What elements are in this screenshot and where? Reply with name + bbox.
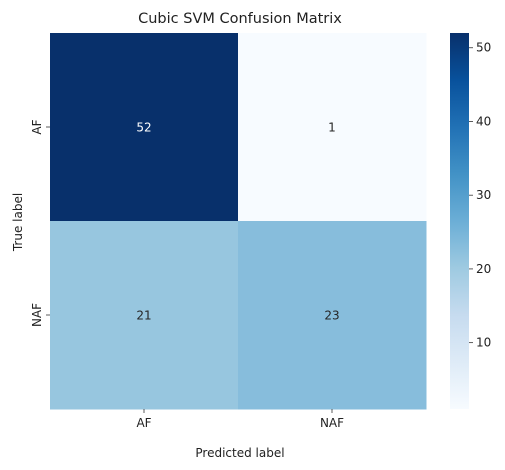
heatmap-cell [50, 221, 239, 410]
y-tick-label: NAF [30, 303, 44, 327]
colorbar-gradient [450, 33, 469, 409]
y-axis-label: True label [11, 193, 25, 252]
cell-value-label: 23 [324, 309, 339, 323]
cell-value-label: 52 [136, 121, 151, 135]
colorbar-tick-label: 40 [476, 114, 491, 128]
x-tick-label: NAF [320, 416, 344, 430]
cell-value-label: 21 [136, 309, 151, 323]
colorbar-tick-label: 30 [476, 188, 491, 202]
y-tick-label: AF [30, 119, 44, 134]
x-axis: AF NAF [136, 409, 344, 430]
cell-value-label: 1 [328, 121, 336, 135]
x-axis-label: Predicted label [195, 446, 284, 460]
heatmap-cell [238, 221, 427, 410]
y-axis: AF NAF [30, 119, 50, 327]
heatmap-cell [50, 33, 239, 222]
colorbar-tick-label: 50 [476, 41, 491, 55]
heatmap-cell [238, 33, 427, 222]
colorbar-tick-label: 10 [476, 336, 491, 350]
colorbar: 10 20 30 40 50 [450, 33, 491, 409]
chart-title: Cubic SVM Confusion Matrix [138, 11, 342, 27]
heatmap-cells: 52 1 21 23 [50, 33, 427, 410]
x-tick-label: AF [136, 416, 151, 430]
colorbar-tick-label: 20 [476, 262, 491, 276]
